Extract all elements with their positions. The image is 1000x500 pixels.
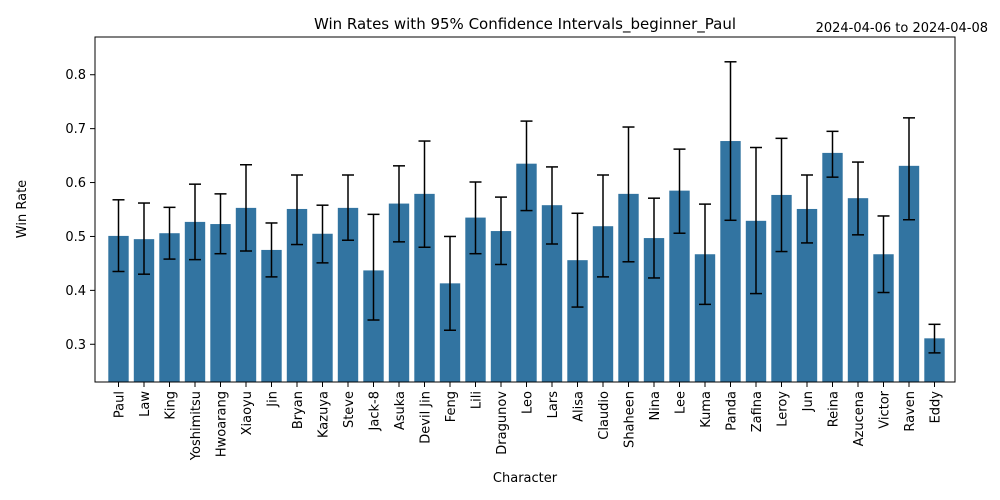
x-tick-label: Leroy: [776, 391, 791, 427]
x-tick-label: Eddy: [929, 391, 944, 424]
bar: [924, 338, 945, 382]
x-tick-label: Reina: [827, 391, 842, 427]
y-tick-label: 0.8: [65, 68, 86, 83]
bar: [669, 190, 690, 382]
x-tick-label: Law: [138, 391, 153, 417]
plot-area: 0.3 0.4 0.5 0.6 0.7 0.8 Paul Law King Yoshimitsu H…: [65, 61, 945, 461]
bar: [745, 220, 767, 382]
y-tick-label: 0.5: [65, 230, 86, 245]
bar: [337, 207, 359, 382]
bar: [490, 231, 512, 382]
x-tick-label: Panda: [725, 391, 740, 431]
bar: [312, 233, 333, 382]
bar: [465, 217, 486, 382]
y-tick-label: 0.4: [65, 284, 86, 299]
bar: [694, 254, 716, 382]
chart-title: Win Rates with 95% Confidence Intervals_…: [314, 15, 736, 34]
x-tick-label: Xiaoyu: [240, 391, 255, 435]
x-tick-label: Asuka: [393, 391, 408, 430]
y-tick-label: 0.7: [65, 122, 86, 137]
bar: [159, 233, 180, 382]
bar: [847, 198, 869, 382]
y-tick-label: 0.6: [65, 176, 86, 191]
x-tick-label: Lee: [674, 391, 689, 414]
x-tick-label: Raven: [903, 391, 918, 432]
x-tick-label: Victor: [878, 390, 893, 428]
bar: [388, 203, 410, 382]
x-axis-label: Character: [493, 471, 558, 486]
x-tick-label: Bryan: [291, 391, 306, 429]
x-tick-label: Jun: [801, 391, 816, 412]
x-tick-label: Shaheen: [623, 391, 638, 448]
x-tick-label: Azucena: [852, 391, 867, 446]
bar: [567, 260, 588, 382]
bar: [108, 235, 129, 382]
bar: [439, 283, 461, 382]
x-tick-label: Alisa: [572, 391, 587, 422]
bar: [771, 194, 792, 382]
x-tick-label: Feng: [444, 391, 459, 422]
plot-frame: [94, 36, 956, 383]
x-tick-label: King: [164, 391, 179, 420]
bar: [363, 270, 384, 382]
bar: [516, 163, 537, 382]
bar: [618, 193, 639, 382]
x-tick-label: Yoshimitsu: [189, 391, 204, 461]
x-tick-label: Hwoarang: [215, 391, 230, 457]
bar: [286, 208, 308, 382]
x-tick-label: Lili: [470, 391, 485, 409]
date-range-label: 2024-04-06 to 2024-04-08: [816, 21, 988, 36]
y-tick-label: 0.3: [65, 338, 86, 353]
x-tick-label: Dragunov: [495, 391, 510, 455]
x-tick-label: Kazuya: [317, 391, 332, 438]
bar: [643, 238, 665, 382]
bar: [796, 208, 818, 382]
x-tick-label: Nina: [648, 391, 663, 421]
y-axis-label: Win Rate: [15, 180, 30, 238]
bar: [184, 221, 206, 382]
bar: [873, 254, 894, 382]
bar: [720, 141, 741, 382]
bar: [261, 249, 282, 382]
x-tick-label: Steve: [342, 391, 357, 428]
x-tick-label: Paul: [113, 391, 128, 418]
x-tick-label: Lars: [546, 391, 561, 419]
bar: [541, 205, 563, 382]
x-tick-label: Zafina: [750, 391, 765, 432]
x-tick-label: Jack-8: [368, 391, 383, 431]
bar: [414, 193, 435, 382]
bar: [822, 152, 843, 382]
bar: [592, 226, 614, 382]
bar: [210, 224, 231, 382]
x-tick-label: Kuma: [699, 391, 714, 428]
x-tick-label: Claudio: [597, 391, 612, 440]
x-tick-label: Jin: [266, 391, 281, 408]
x-tick-label: Devil Jin: [419, 391, 434, 444]
x-tick-label: Leo: [521, 391, 536, 414]
